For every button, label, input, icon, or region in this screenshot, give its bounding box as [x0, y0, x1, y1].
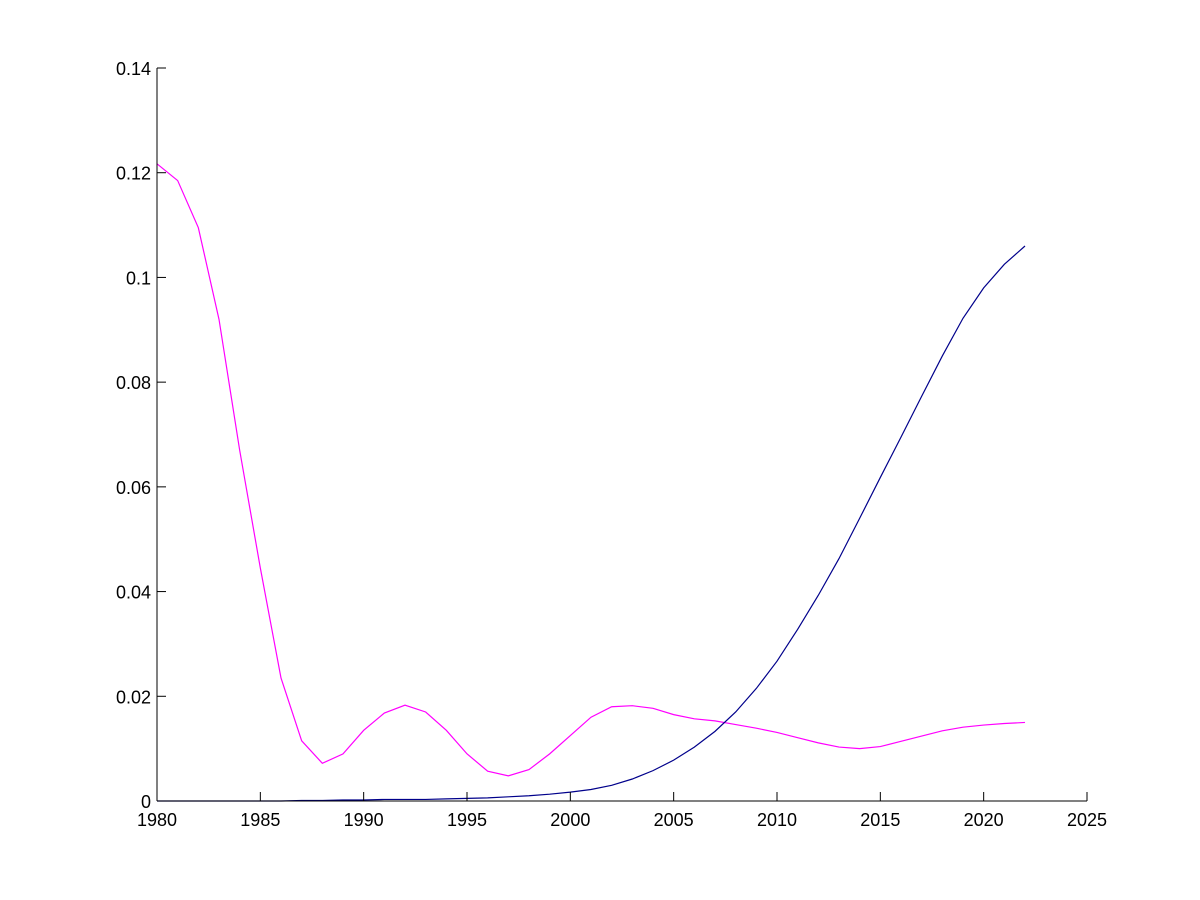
x-tick-label: 2010	[757, 810, 797, 830]
y-tick-label: 0.1	[126, 268, 151, 288]
x-tick-label: 2005	[654, 810, 694, 830]
series-line-1	[156, 163, 1026, 777]
x-ticks: 1980 1985 1990 1995 2000 2005 2010 2015 2020 2025	[137, 792, 1107, 830]
series-layer	[156, 163, 1026, 802]
y-tick-label: 0.14	[116, 59, 151, 79]
x-tick-label: 2015	[860, 810, 900, 830]
y-tick-label: 0.04	[116, 583, 151, 603]
x-tick-label: 1980	[137, 810, 177, 830]
y-tick-label: 0	[141, 792, 151, 812]
series-line-2	[157, 245, 1026, 802]
y-ticks: 0 0.02 0.04 0.06 0.08 0.1 0.12 0.14	[116, 59, 166, 812]
x-tick-label: 1985	[240, 810, 280, 830]
x-tick-label: 1990	[344, 810, 384, 830]
x-tick-label: 1995	[447, 810, 487, 830]
y-tick-label: 0.08	[116, 373, 151, 393]
y-tick-label: 0.02	[116, 687, 151, 707]
x-tick-label: 2025	[1067, 810, 1107, 830]
y-tick-label: 0.12	[116, 164, 151, 184]
y-tick-label: 0.06	[116, 478, 151, 498]
x-tick-label: 2020	[964, 810, 1004, 830]
x-tick-label: 2000	[550, 810, 590, 830]
